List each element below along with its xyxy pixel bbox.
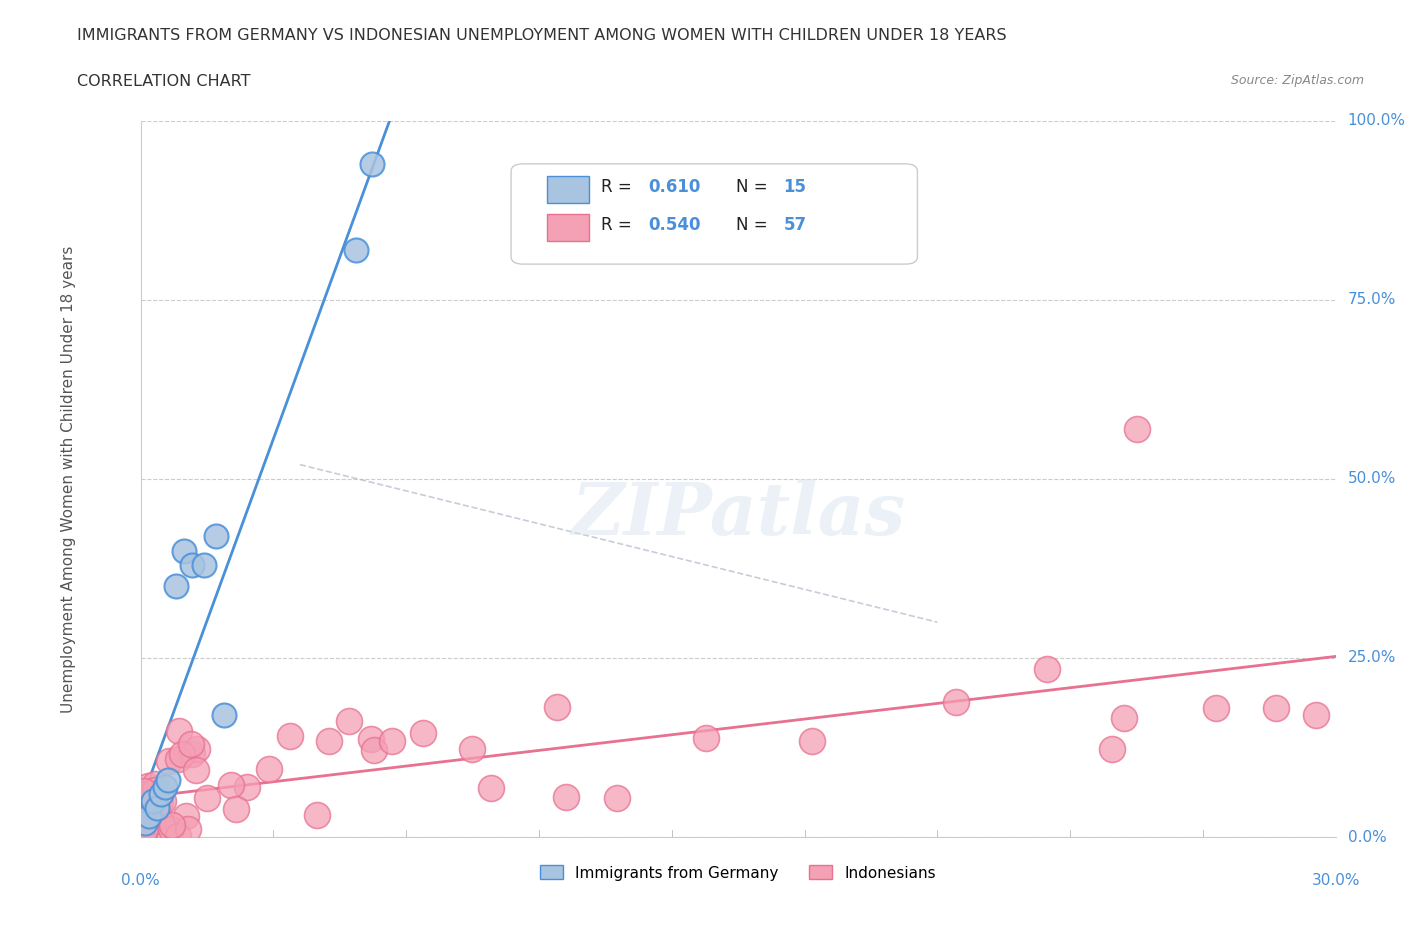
Point (167, 829, 190, 844)
Point (181, 557, 204, 572)
Point (142, 814, 165, 829)
Point (141, 825, 163, 840)
Point (555, 790, 578, 804)
Point (337, 713, 360, 728)
Point (307, 808, 329, 823)
Point (184, 763, 207, 777)
Point (145, 801, 167, 816)
Text: 75.0%: 75.0% (1348, 292, 1396, 308)
Point (945, 695, 967, 710)
Point (166, 578, 188, 594)
Text: 15: 15 (783, 178, 807, 196)
Point (461, 742, 484, 757)
Point (219, 778, 242, 793)
Point (176, 808, 198, 823)
Point (129, 809, 152, 824)
Point (146, 807, 169, 822)
Point (143, 777, 166, 791)
Point (132, 827, 155, 842)
Point (141, 794, 163, 809)
Point (167, 724, 190, 738)
FancyBboxPatch shape (512, 164, 918, 264)
Point (180, 747, 202, 762)
FancyBboxPatch shape (547, 176, 589, 204)
Point (225, 802, 247, 817)
Point (479, 780, 502, 795)
Point (214, 708, 236, 723)
Point (695, 730, 717, 745)
Text: ZIPatlas: ZIPatlas (571, 479, 905, 551)
Text: Unemployment Among Women with Children Under 18 years: Unemployment Among Women with Children U… (62, 246, 76, 712)
Point (148, 795, 170, 810)
Legend: Immigrants from Germany, Indonesians: Immigrants from Germany, Indonesians (534, 859, 942, 886)
Text: Source: ZipAtlas.com: Source: ZipAtlas.com (1230, 74, 1364, 87)
Point (172, 747, 194, 762)
Point (162, 817, 184, 832)
Point (318, 734, 340, 749)
Text: 30.0%: 30.0% (1312, 872, 1360, 888)
Point (197, 791, 219, 806)
Point (134, 784, 156, 799)
Point (180, 737, 202, 751)
Text: 25.0%: 25.0% (1348, 650, 1396, 666)
Point (160, 821, 183, 836)
Text: 0.610: 0.610 (648, 178, 702, 196)
Point (236, 779, 259, 794)
Point (153, 779, 176, 794)
Text: R =: R = (600, 216, 637, 233)
FancyBboxPatch shape (547, 214, 589, 241)
Point (257, 761, 280, 776)
Point (1101, 742, 1123, 757)
Point (167, 751, 190, 766)
Point (193, 557, 215, 572)
Point (1205, 700, 1227, 715)
Point (186, 742, 208, 757)
Point (412, 725, 434, 740)
Text: N =: N = (735, 178, 773, 196)
Text: CORRELATION CHART: CORRELATION CHART (77, 74, 250, 89)
Point (149, 787, 172, 802)
Point (132, 818, 155, 833)
Point (152, 794, 174, 809)
Point (173, 543, 195, 558)
Point (136, 778, 159, 793)
Point (1036, 662, 1059, 677)
Text: 100.0%: 100.0% (1348, 113, 1406, 128)
Point (360, 732, 382, 747)
Point (280, 728, 302, 743)
Point (546, 700, 568, 715)
Text: IMMIGRANTS FROM GERMANY VS INDONESIAN UNEMPLOYMENT AMONG WOMEN WITH CHILDREN UND: IMMIGRANTS FROM GERMANY VS INDONESIAN UN… (77, 28, 1007, 43)
Text: 50.0%: 50.0% (1348, 472, 1396, 486)
Point (134, 816, 156, 830)
Point (143, 782, 166, 797)
Point (149, 814, 172, 829)
Point (157, 772, 180, 787)
Text: N =: N = (735, 216, 773, 233)
Point (344, 243, 367, 258)
Point (134, 821, 156, 836)
Point (177, 821, 200, 836)
Point (800, 734, 823, 749)
Point (360, 156, 382, 171)
Text: 57: 57 (783, 216, 807, 233)
Point (131, 811, 153, 826)
Point (1265, 700, 1288, 715)
Point (157, 753, 180, 768)
Point (606, 790, 628, 805)
Point (205, 529, 228, 544)
Point (1305, 708, 1327, 723)
Text: R =: R = (600, 178, 637, 196)
Point (1114, 711, 1136, 725)
Point (363, 742, 385, 757)
Point (138, 808, 160, 823)
Point (381, 734, 404, 749)
Text: 0.0%: 0.0% (121, 872, 160, 888)
Text: 0.0%: 0.0% (1348, 830, 1386, 844)
Point (1125, 421, 1147, 436)
Text: 0.540: 0.540 (648, 216, 702, 233)
Point (146, 799, 169, 814)
